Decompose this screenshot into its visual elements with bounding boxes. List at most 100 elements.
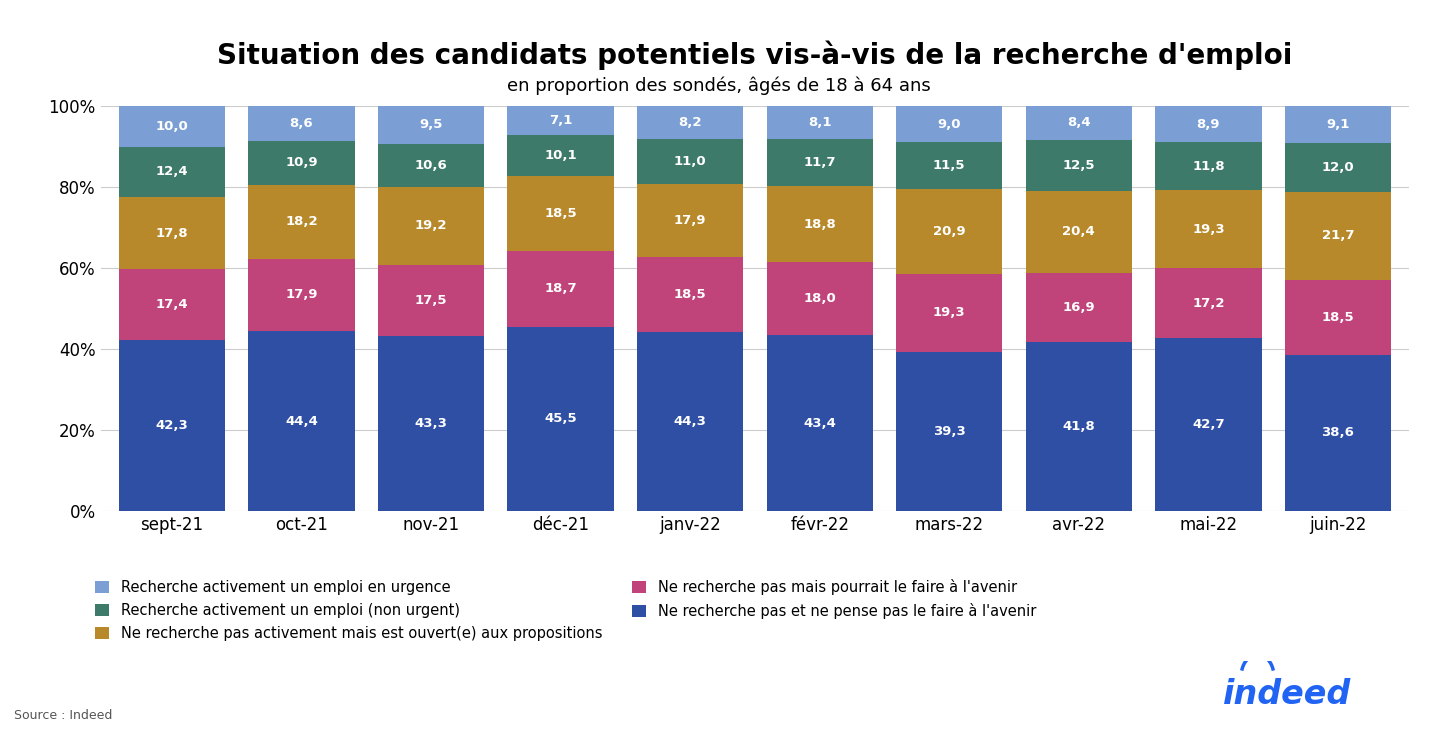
- Bar: [1155, 190, 1261, 269]
- Bar: [1155, 269, 1261, 338]
- Bar: [1286, 107, 1391, 143]
- Text: 20,9: 20,9: [933, 225, 965, 238]
- Text: 8,1: 8,1: [808, 116, 831, 128]
- Bar: [508, 326, 614, 511]
- Text: 10,9: 10,9: [285, 156, 318, 169]
- Text: 16,9: 16,9: [1063, 301, 1096, 314]
- Text: 11,7: 11,7: [804, 156, 835, 169]
- Bar: [508, 251, 614, 326]
- Bar: [249, 185, 355, 258]
- Text: 10,1: 10,1: [545, 149, 577, 162]
- Bar: [508, 176, 614, 251]
- Text: 11,8: 11,8: [1192, 160, 1225, 173]
- Text: indeed: indeed: [1222, 678, 1352, 712]
- Bar: [896, 189, 1002, 274]
- Bar: [896, 352, 1002, 511]
- Bar: [896, 274, 1002, 352]
- Bar: [1286, 143, 1391, 192]
- Text: 9,5: 9,5: [420, 118, 443, 131]
- Text: 18,2: 18,2: [285, 215, 318, 228]
- Text: 44,3: 44,3: [674, 415, 706, 428]
- Text: 12,5: 12,5: [1063, 158, 1096, 172]
- Text: 8,6: 8,6: [289, 117, 313, 130]
- Bar: [896, 106, 1002, 142]
- Text: 42,7: 42,7: [1192, 418, 1225, 431]
- Text: 10,6: 10,6: [414, 159, 447, 172]
- Text: 18,5: 18,5: [545, 207, 577, 220]
- Bar: [766, 139, 873, 186]
- Text: 17,2: 17,2: [1192, 296, 1225, 310]
- Bar: [637, 139, 743, 184]
- Bar: [1155, 338, 1261, 511]
- Text: 17,4: 17,4: [155, 298, 188, 311]
- Text: 17,5: 17,5: [414, 293, 447, 307]
- Text: 17,9: 17,9: [674, 214, 706, 227]
- Bar: [508, 135, 614, 176]
- Bar: [766, 335, 873, 511]
- Text: 42,3: 42,3: [155, 419, 188, 432]
- Text: 8,9: 8,9: [1196, 118, 1221, 131]
- Bar: [637, 256, 743, 331]
- Bar: [637, 107, 743, 139]
- Bar: [1286, 280, 1391, 355]
- Text: 19,3: 19,3: [933, 306, 965, 319]
- Bar: [1155, 142, 1261, 190]
- Text: 39,3: 39,3: [933, 425, 966, 438]
- Text: 12,0: 12,0: [1322, 161, 1355, 174]
- Bar: [249, 331, 355, 511]
- Text: 10,0: 10,0: [155, 120, 188, 133]
- Text: 17,8: 17,8: [155, 226, 188, 239]
- Bar: [637, 184, 743, 256]
- Bar: [378, 265, 485, 336]
- Bar: [1286, 355, 1391, 511]
- Text: 8,4: 8,4: [1067, 116, 1090, 129]
- Title: Situation des candidats potentiels vis-à-vis de la recherche d'emploi: Situation des candidats potentiels vis-à…: [217, 41, 1293, 70]
- Bar: [249, 141, 355, 185]
- Bar: [1025, 342, 1132, 511]
- Legend: Recherche activement un emploi en urgence, Recherche activement un emploi (non u: Recherche activement un emploi en urgenc…: [95, 579, 1037, 641]
- Text: 11,0: 11,0: [674, 155, 706, 168]
- Bar: [508, 107, 614, 135]
- Text: 18,5: 18,5: [674, 288, 706, 301]
- Bar: [766, 186, 873, 262]
- Text: 19,2: 19,2: [414, 219, 447, 232]
- Bar: [1286, 192, 1391, 280]
- Bar: [1025, 106, 1132, 140]
- Bar: [119, 339, 224, 511]
- Text: 7,1: 7,1: [549, 114, 572, 127]
- Text: 41,8: 41,8: [1063, 420, 1096, 433]
- Text: 9,1: 9,1: [1326, 118, 1350, 131]
- Text: 8,2: 8,2: [679, 116, 702, 129]
- Bar: [119, 107, 224, 147]
- Bar: [378, 336, 485, 511]
- Bar: [1025, 140, 1132, 191]
- Text: en proportion des sondés, âgés de 18 à 64 ans: en proportion des sondés, âgés de 18 à 6…: [508, 77, 930, 95]
- Bar: [378, 187, 485, 265]
- Text: 17,9: 17,9: [285, 288, 318, 301]
- Bar: [766, 262, 873, 335]
- Bar: [896, 142, 1002, 189]
- Bar: [378, 105, 485, 144]
- Text: 18,7: 18,7: [545, 283, 577, 295]
- Bar: [249, 106, 355, 141]
- Bar: [766, 106, 873, 139]
- Text: 20,4: 20,4: [1063, 226, 1096, 239]
- Bar: [119, 197, 224, 269]
- Bar: [637, 331, 743, 511]
- Text: 21,7: 21,7: [1322, 229, 1355, 242]
- Text: 44,4: 44,4: [285, 415, 318, 428]
- Text: 18,8: 18,8: [804, 218, 835, 231]
- Text: 19,3: 19,3: [1192, 223, 1225, 236]
- Bar: [1025, 273, 1132, 342]
- Bar: [378, 144, 485, 187]
- Text: 45,5: 45,5: [545, 412, 577, 426]
- Bar: [119, 269, 224, 339]
- Bar: [119, 147, 224, 197]
- Text: 38,6: 38,6: [1322, 426, 1355, 439]
- Text: 11,5: 11,5: [933, 159, 965, 172]
- Text: 12,4: 12,4: [155, 166, 188, 178]
- Text: 43,3: 43,3: [414, 417, 447, 430]
- Text: 18,5: 18,5: [1322, 311, 1355, 323]
- Text: 9,0: 9,0: [938, 118, 961, 131]
- Bar: [1025, 191, 1132, 273]
